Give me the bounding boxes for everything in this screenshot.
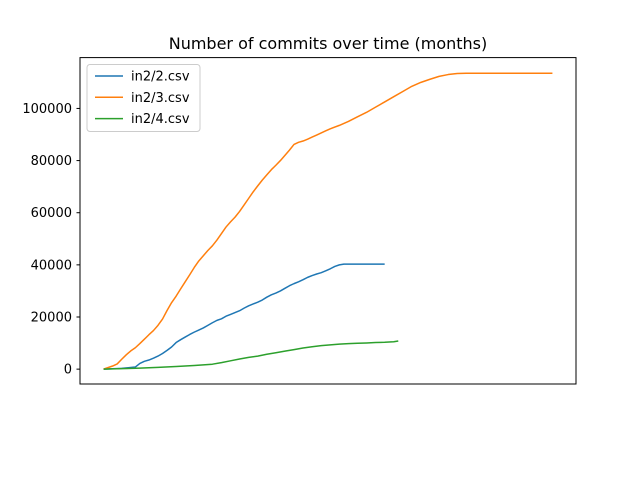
- y-tick-label: 60000: [31, 206, 72, 221]
- series-line-3: [103, 340, 399, 370]
- series-line-2: [103, 72, 553, 370]
- legend-label: in2/2.csv: [131, 70, 190, 85]
- legend-label: in2/3.csv: [131, 91, 190, 106]
- y-tick-label: 80000: [31, 154, 72, 169]
- legend-box: [86, 64, 201, 132]
- series-group: [103, 72, 553, 370]
- series-line-1: [103, 263, 385, 370]
- y-tick-label: 40000: [31, 258, 72, 273]
- y-tick-label: 0: [64, 363, 72, 378]
- legend-label: in2/4.csv: [131, 112, 190, 127]
- y-tick-label: 20000: [31, 310, 72, 325]
- y-axis: 0 20000 40000 60000 80000 100000: [22, 102, 80, 378]
- legend: in2/2.csv in2/3.csv in2/4.csv: [86, 64, 201, 132]
- y-tick-label: 100000: [22, 102, 72, 117]
- plot-frame: [79, 57, 577, 385]
- chart-title: Number of commits over time (months): [169, 34, 488, 53]
